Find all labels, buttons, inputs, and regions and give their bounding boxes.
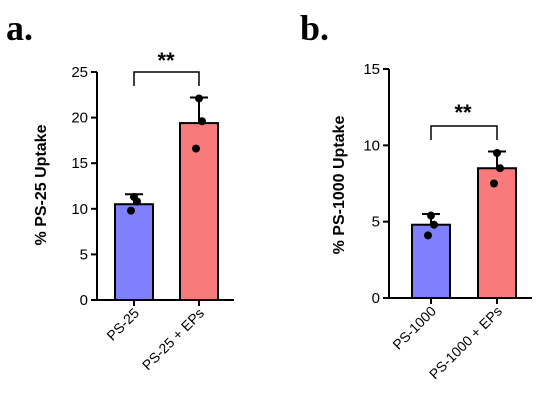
y-tick-label: 15 — [71, 155, 88, 172]
y-tick-label: 0 — [80, 292, 88, 309]
y-tick-label: 15 — [363, 61, 380, 78]
y-tick-label: 20 — [71, 110, 88, 127]
panel-label: a. — [6, 8, 33, 48]
data-point — [424, 231, 432, 240]
y-tick-label: 5 — [80, 246, 88, 263]
y-axis-label: % PS-25 Uptake — [33, 124, 50, 245]
significance-bracket — [430, 125, 498, 140]
data-point — [133, 197, 141, 206]
y-tick-label: 5 — [372, 214, 380, 231]
y-axis-label: % PS-1000 Uptake — [331, 116, 348, 255]
data-point — [427, 211, 435, 220]
data-point — [496, 164, 504, 173]
x-tick-label: PS-25 — [103, 305, 142, 344]
x-tick-label: PS-25 + EPs — [139, 305, 207, 373]
panel-label: b. — [300, 8, 329, 48]
data-point — [195, 94, 203, 103]
x-tick-label: PS-1000 — [389, 303, 439, 353]
y-tick-label: 25 — [71, 64, 88, 81]
data-point — [490, 179, 498, 188]
data-point — [493, 148, 501, 157]
data-point — [198, 117, 206, 126]
bar — [477, 167, 517, 299]
significance-label: ** — [157, 48, 175, 73]
bar — [114, 203, 154, 302]
significance-bracket — [133, 71, 200, 86]
significance-label: ** — [454, 100, 472, 125]
y-tick-label: 0 — [372, 290, 380, 307]
y-tick-label: 10 — [363, 137, 380, 154]
data-point — [127, 206, 135, 215]
data-point — [430, 220, 438, 229]
data-point — [192, 144, 200, 153]
y-tick-label: 10 — [71, 201, 88, 218]
